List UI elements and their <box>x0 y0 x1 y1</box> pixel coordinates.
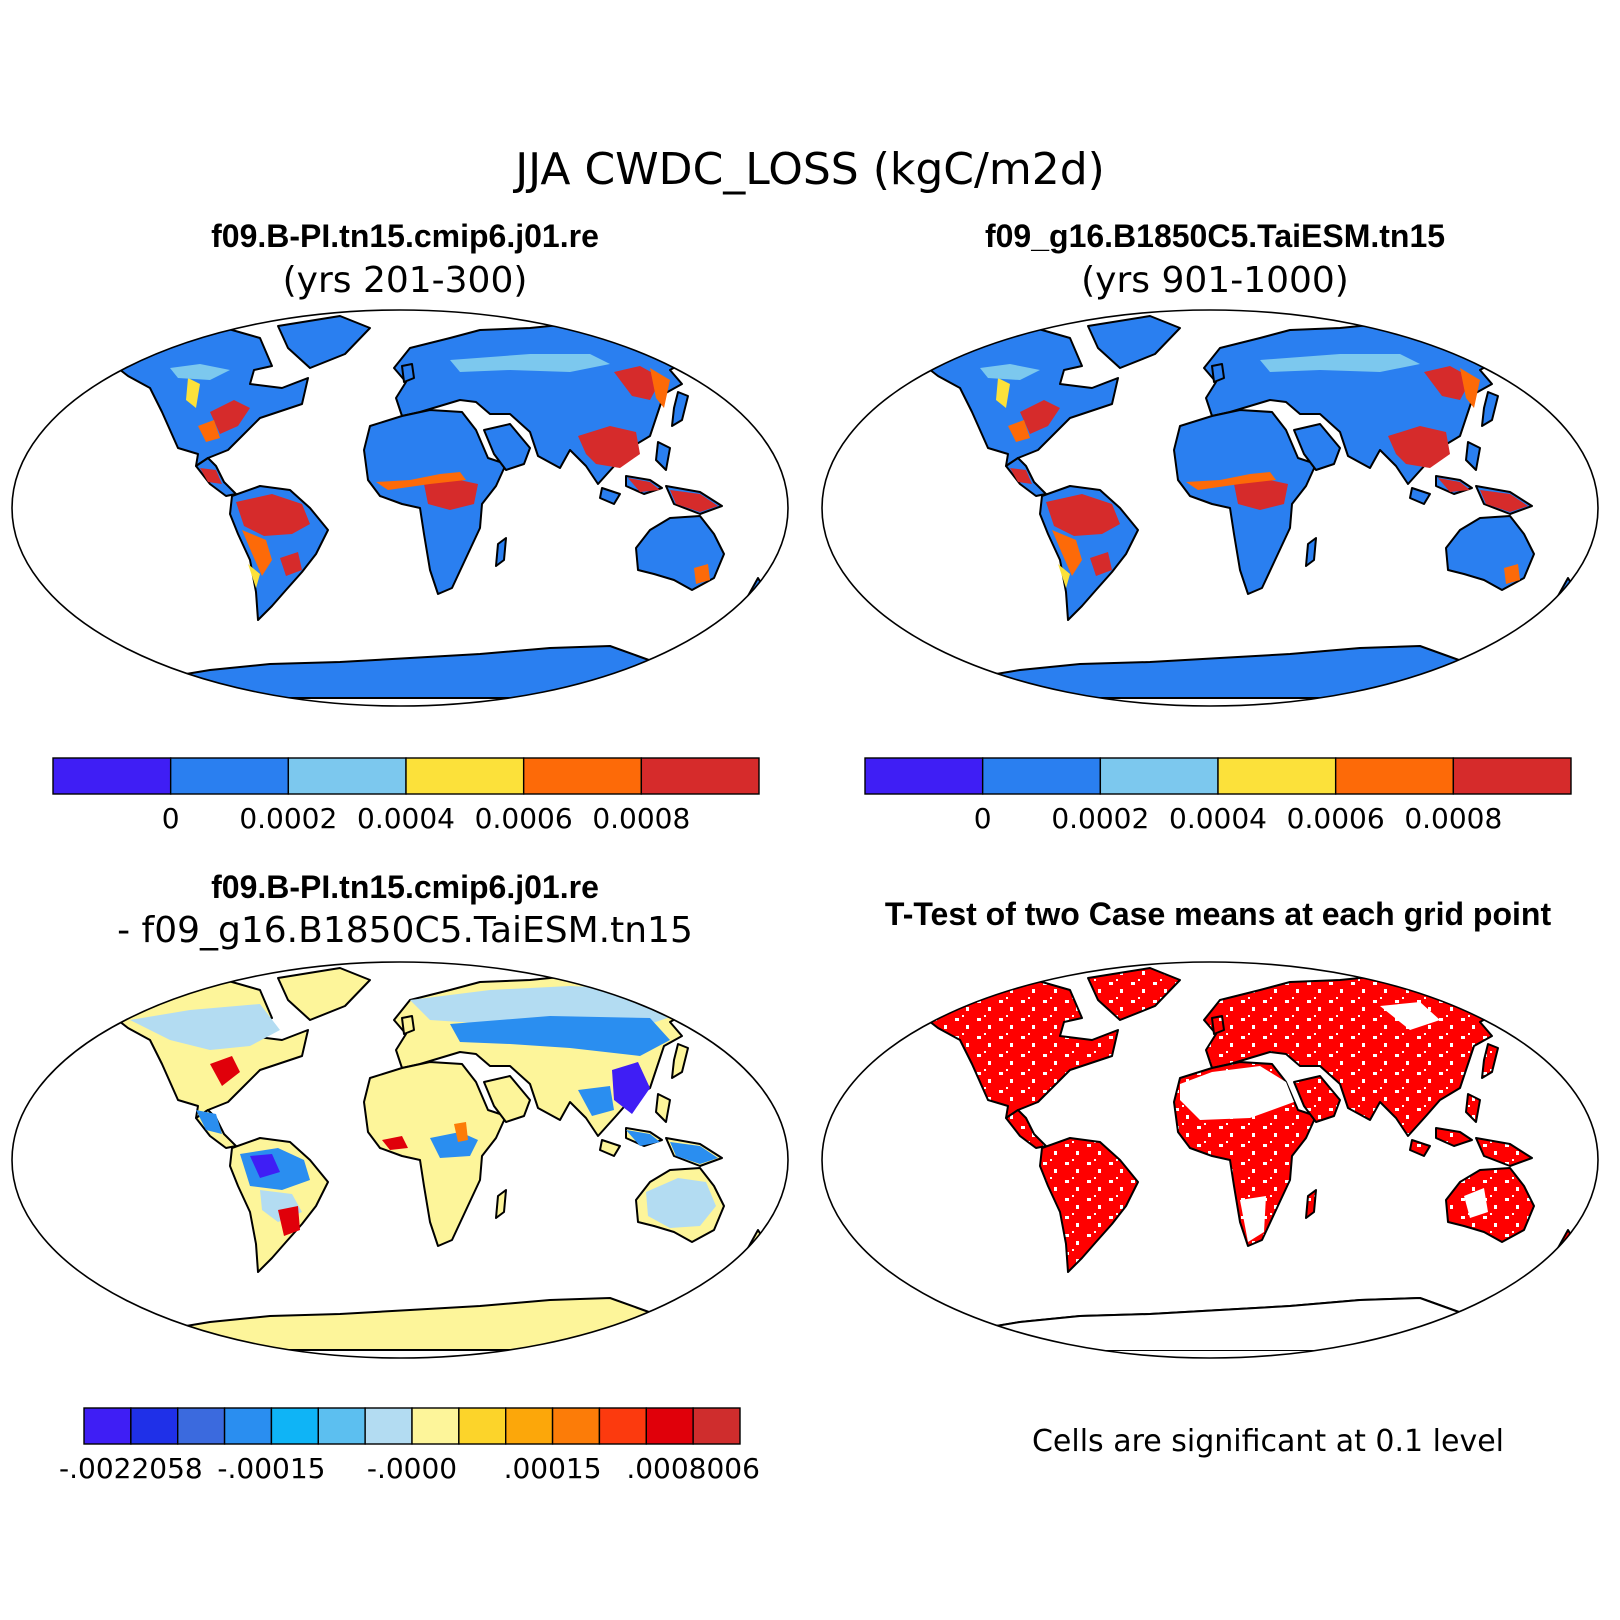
colorbar-swatch <box>364 1407 413 1445</box>
map-case2 <box>821 309 1599 707</box>
colorbar-tick-label: -.00015 <box>217 1452 325 1485</box>
map-diff <box>11 961 789 1359</box>
panel-ttest-title: T-Test of two Case means at each grid po… <box>885 896 1552 932</box>
colorbar-tick-label: 0 <box>974 802 992 835</box>
colorbar-swatch <box>505 1407 554 1445</box>
colorbar-case2: 0 0.0002 0.0004 0.0006 0.0008 <box>864 757 1572 835</box>
figure-title: JJA CWDC_LOSS (kgC/m2d) <box>512 144 1105 195</box>
colorbar-tick-label: 0.0004 <box>357 802 455 835</box>
colorbar-swatch <box>177 1407 226 1445</box>
colorbar-swatch <box>223 1407 273 1445</box>
colorbar-swatch <box>522 757 643 795</box>
colorbar-swatch <box>1452 757 1572 795</box>
colorbar-tick-label: -.0022058 <box>59 1452 203 1485</box>
colorbar-tick-label: .0008006 <box>626 1452 760 1485</box>
colorbar-tick-label: .00015 <box>504 1452 602 1485</box>
colorbar-swatch <box>458 1407 507 1445</box>
map-case1 <box>11 309 789 707</box>
colorbar-swatch <box>645 1407 694 1445</box>
colorbar-swatch <box>981 757 1102 795</box>
colorbar-tick-label: 0.0002 <box>239 802 337 835</box>
panel-case1-title: f09.B-PI.tn15.cmip6.j01.re <box>211 218 599 254</box>
colorbar-tick-label: 0.0002 <box>1051 802 1149 835</box>
panel-case2: f09_g16.B1850C5.TaiESM.tn15 (yrs 901-100… <box>821 218 1599 835</box>
panel-diff-title: f09.B-PI.tn15.cmip6.j01.re <box>211 869 599 905</box>
colorbar-tick-label: 0.0004 <box>1169 802 1267 835</box>
panel-case2-title: f09_g16.B1850C5.TaiESM.tn15 <box>985 218 1445 254</box>
panel-ttest: T-Test of two Case means at each grid po… <box>821 896 1599 1459</box>
panel-case2-subtitle: (yrs 901-1000) <box>1081 260 1349 301</box>
colorbar-swatch <box>598 1407 647 1445</box>
colorbar-tick-label: 0.0006 <box>475 802 573 835</box>
colorbar-swatch <box>1217 757 1337 795</box>
colorbar-swatch <box>411 1407 460 1445</box>
panel-case1: f09.B-PI.tn15.cmip6.j01.re (yrs 201-300)… <box>11 218 789 835</box>
colorbar-swatch <box>640 757 760 795</box>
colorbar-case1: 0 0.0002 0.0004 0.0006 0.0008 <box>52 757 760 835</box>
panel-diff-subtitle: - f09_g16.B1850C5.TaiESM.tn15 <box>117 910 693 951</box>
colorbar-tick-label: -.0000 <box>367 1452 457 1485</box>
colorbar-tick-label: 0.0008 <box>1404 802 1502 835</box>
colorbar-swatch <box>287 757 407 795</box>
panel-case1-subtitle: (yrs 201-300) <box>283 260 528 301</box>
map-ttest <box>821 961 1599 1359</box>
panel-diff: f09.B-PI.tn15.cmip6.j01.re - f09_g16.B18… <box>11 869 789 1485</box>
colorbar-swatch <box>317 1407 366 1445</box>
colorbar-swatch <box>1099 757 1219 795</box>
colorbar-tick-label: 0 <box>162 802 180 835</box>
colorbar-swatch <box>270 1407 319 1445</box>
colorbar-swatch <box>130 1407 179 1445</box>
colorbar-swatch <box>405 757 525 795</box>
colorbar-swatch <box>83 1407 132 1445</box>
colorbar-swatch <box>692 1407 741 1445</box>
colorbar-tick-label: 0.0006 <box>1287 802 1385 835</box>
colorbar-swatch <box>551 1407 601 1445</box>
ttest-note: Cells are significant at 0.1 level <box>1032 1424 1504 1459</box>
colorbar-tick-label: 0.0008 <box>592 802 690 835</box>
colorbar-diff: -.0022058 -.00015 -.0000 .00015 .0008006 <box>59 1407 760 1485</box>
colorbar-swatch <box>1334 757 1455 795</box>
colorbar-swatch <box>169 757 290 795</box>
colorbar-swatch <box>864 757 984 795</box>
colorbar-swatch <box>52 757 172 795</box>
